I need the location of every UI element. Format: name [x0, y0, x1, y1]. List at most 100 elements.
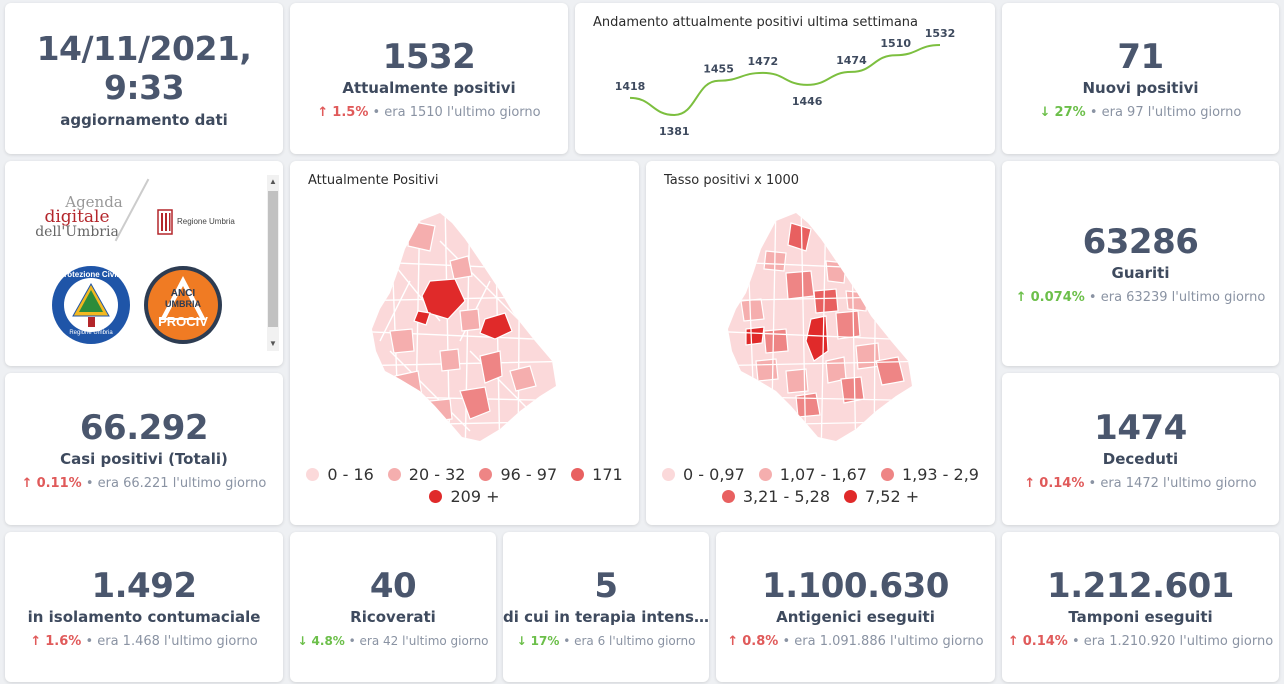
- logos-card: Agenda digitale dell'Umbria Regione Umbr…: [5, 161, 283, 366]
- legend-label: 0 - 0,97: [683, 465, 745, 484]
- legend-swatch: [479, 468, 493, 481]
- arrow-up-icon: ↑: [1024, 475, 1036, 491]
- agenda-digitale-logo: Agenda digitale dell'Umbria: [35, 193, 123, 240]
- arrow-up-icon: ↑: [21, 475, 33, 491]
- legend-label: 1,07 - 1,67: [779, 465, 867, 484]
- umbria-map[interactable]: [646, 201, 995, 461]
- legend-item[interactable]: 20 - 32: [387, 464, 466, 486]
- ricoverati-card: 40 Ricoverati ↓ 4.8% • era 42 l'ultimo gi…: [290, 532, 496, 682]
- legend-item[interactable]: 7,52 +: [844, 486, 919, 508]
- scroll-down-icon[interactable]: ▼: [269, 339, 277, 348]
- legend-item[interactable]: 1,93 - 2,9: [880, 464, 979, 486]
- trend-data-label: 1446: [792, 95, 823, 108]
- anci-prociv-icon: [144, 266, 222, 344]
- arrow-down-icon: ↓: [516, 634, 527, 648]
- kpi-label: Nuovi positivi: [1082, 79, 1199, 97]
- kpi-delta: ↓ 27% • era 97 l'ultimo giorno: [1039, 105, 1242, 120]
- kpi-delta: ↑ 0.11% • era 66.221 l'ultimo giorno: [21, 475, 267, 491]
- arrow-up-icon: ↑: [727, 633, 739, 649]
- legend-item[interactable]: 0 - 16: [306, 464, 374, 486]
- kpi-delta: ↑ 0.8% • era 1.091.886 l'ultimo giorno: [727, 633, 984, 649]
- update-label: aggiornamento dati: [60, 110, 228, 129]
- terapia-intensiva-card: 5 di cui in terapia intens… ↓ 17% • era 6…: [503, 532, 709, 682]
- trend-data-label: 1474: [836, 54, 867, 67]
- kpi-value: 1.212.601: [1047, 565, 1234, 606]
- trend-chart: 1418 1381 1455 1472 1446 1474 1510 1532: [615, 27, 956, 138]
- trend-data-label: 1510: [880, 37, 911, 50]
- legend-label: 3,21 - 5,28: [742, 487, 831, 506]
- kpi-delta: ↓ 4.8% • era 42 l'ultimo giorno: [297, 634, 489, 648]
- legend-swatch: [844, 490, 858, 503]
- map-attualmente-positivi-card: Attualmente Positivi: [290, 161, 639, 525]
- guariti-card: 63286 Guariti ↑ 0.074% • era 63239 l'ulti…: [1002, 161, 1279, 366]
- trend-line: [629, 44, 941, 117]
- kpi-value: 63286: [1082, 222, 1199, 262]
- trend-card: Andamento attualmente positivi ultima se…: [575, 3, 995, 154]
- kpi-value: 1474: [1094, 407, 1187, 448]
- arrow-up-icon: ↑: [1015, 290, 1027, 305]
- legend-label: 20 - 32: [408, 465, 466, 484]
- kpi-label: Ricoverati: [350, 608, 436, 626]
- legend-swatch: [662, 468, 676, 481]
- scroll-up-icon[interactable]: ▲: [269, 177, 277, 186]
- kpi-delta: ↑ 1.6% • era 1.468 l'ultimo giorno: [30, 633, 258, 649]
- scrollbar-thumb[interactable]: [268, 191, 278, 327]
- kpi-label: Guariti: [1111, 264, 1170, 282]
- kpi-value: 5: [594, 566, 618, 606]
- update-card: 14/11/2021, 9:33 aggiornamento dati: [5, 3, 283, 154]
- kpi-value: 1.492: [91, 565, 197, 606]
- legend-swatch: [571, 468, 585, 481]
- legend-item[interactable]: 209 +: [429, 486, 500, 508]
- arrow-down-icon: ↓: [297, 634, 308, 648]
- protezione-civile-icon: [52, 266, 130, 344]
- anci-umbria-prociv-logo: ANCI UMBRIA PROCIV: [142, 264, 224, 346]
- legend-label: 7,52 +: [865, 487, 920, 506]
- antigenici-card: 1.100.630 Antigenici eseguiti ↑ 0.8% • er…: [716, 532, 995, 682]
- legend-item[interactable]: 171: [571, 464, 623, 486]
- legend-swatch: [429, 490, 443, 503]
- legend-label: 96 - 97: [500, 465, 558, 484]
- trend-data-label: 1472: [748, 55, 779, 68]
- trend-data-label: 1381: [659, 125, 690, 138]
- kpi-label: Casi positivi (Totali): [60, 449, 228, 468]
- kpi-label: Antigenici eseguiti: [776, 607, 935, 626]
- kpi-delta: ↑ 0.074% • era 63239 l'ultimo giorno: [1015, 290, 1266, 305]
- arrow-down-icon: ↓: [1039, 105, 1051, 120]
- legend-item[interactable]: 0 - 0,97: [662, 464, 745, 486]
- kpi-label: di cui in terapia intens…: [503, 608, 709, 626]
- arrow-up-icon: ↑: [1007, 633, 1019, 649]
- regione-umbria-logo: Regione Umbria: [155, 209, 255, 239]
- regione-shield-icon: [157, 209, 173, 235]
- legend-item[interactable]: 96 - 97: [479, 464, 557, 486]
- legend-label: 1,93 - 2,9: [901, 465, 979, 484]
- logos-scrollbar[interactable]: ▲ ▼: [267, 175, 279, 351]
- kpi-label: in isolamento contumaciale: [27, 607, 261, 626]
- trend-data-label: 1532: [925, 27, 956, 40]
- casi-totali-card: 66.292 Casi positivi (Totali) ↑ 0.11% • e…: [5, 373, 283, 525]
- umbria-map[interactable]: [290, 201, 639, 461]
- legend-swatch: [387, 468, 401, 481]
- legend-item[interactable]: 3,21 - 5,28: [721, 486, 831, 508]
- trend-data-label: 1455: [703, 63, 734, 76]
- map-legend: 0 - 16 20 - 32 96 - 97 171 209 +: [290, 464, 639, 508]
- legend-swatch: [880, 468, 894, 481]
- kpi-label: Attualmente positivi: [342, 79, 516, 97]
- kpi-value: 1532: [382, 37, 476, 77]
- attualmente-positivi-card: 1532 Attualmente positivi ↑ 1.5% • era 15…: [290, 3, 568, 154]
- legend-swatch: [306, 468, 320, 481]
- arrow-up-icon: ↑: [30, 633, 42, 649]
- kpi-delta: ↓ 17% • era 6 l'ultimo giorno: [516, 634, 696, 648]
- protezione-civile-logo: Protezione Civile Regione Umbria: [50, 264, 132, 346]
- arrow-up-icon: ↑: [317, 105, 329, 120]
- update-datetime: 14/11/2021, 9:33: [36, 28, 252, 107]
- kpi-label: Deceduti: [1102, 449, 1179, 468]
- kpi-label: Tamponi eseguiti: [1068, 607, 1213, 626]
- legend-label: 0 - 16: [327, 465, 374, 484]
- kpi-delta: ↑ 0.14% • era 1.210.920 l'ultimo giorno: [1007, 633, 1274, 649]
- kpi-value: 1.100.630: [762, 565, 949, 606]
- map-tasso-positivi-card: Tasso positivi x 1000: [646, 161, 995, 525]
- legend-item[interactable]: 1,07 - 1,67: [758, 464, 867, 486]
- kpi-value: 66.292: [79, 407, 209, 448]
- legend-swatch: [721, 490, 735, 503]
- legend-label: 171: [592, 465, 623, 484]
